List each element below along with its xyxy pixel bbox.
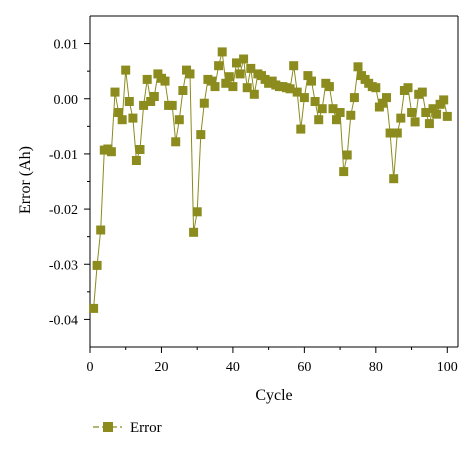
data-point: [349, 93, 359, 103]
data-point: [407, 108, 417, 117]
data-point: [332, 115, 341, 125]
data-point: [207, 76, 216, 86]
y-tick-label: 0.01: [54, 38, 79, 53]
data-point: [160, 76, 170, 86]
data-point: [196, 130, 206, 140]
data-point: [417, 87, 427, 97]
data-point: [378, 98, 388, 108]
data-point: [303, 71, 313, 81]
x-axis-label: Cycle: [255, 387, 292, 404]
x-tick-label: 80: [369, 360, 383, 375]
data-point: [389, 174, 399, 184]
data-point: [114, 108, 124, 117]
data-point: [210, 82, 220, 92]
data-point: [392, 128, 402, 138]
data-point: [224, 72, 234, 82]
data-point: [439, 95, 449, 105]
data-point: [442, 111, 452, 121]
x-tick-label: 20: [154, 360, 168, 375]
data-point: [178, 86, 188, 95]
data-point: [117, 115, 127, 125]
y-tick-label: -0.03: [49, 258, 78, 273]
x-tick-label: 60: [297, 360, 311, 375]
data-point: [217, 47, 227, 57]
data-point: [106, 147, 116, 157]
data-point: [171, 137, 181, 147]
legend: Error: [93, 420, 162, 436]
data-point: [167, 100, 177, 110]
data-point: [428, 104, 438, 114]
data-point: [135, 145, 145, 154]
data-point: [249, 89, 259, 99]
data-point: [335, 108, 345, 117]
data-point: [424, 119, 434, 129]
y-tick-label: -0.01: [49, 148, 78, 163]
data-point: [289, 61, 299, 71]
data-point: [128, 113, 138, 123]
data-point: [246, 63, 256, 73]
data-point: [371, 83, 381, 93]
data-point: [421, 108, 431, 117]
data-point: [232, 58, 241, 68]
data-point: [432, 109, 442, 119]
y-tick-label: -0.04: [49, 313, 78, 328]
data-point: [221, 78, 231, 88]
x-tick-label: 40: [226, 360, 240, 375]
data-point: [307, 76, 316, 86]
y-tick-label: -0.02: [49, 203, 78, 218]
data-point: [214, 61, 224, 71]
data-point: [149, 92, 159, 101]
data-point: [239, 54, 249, 64]
data-point: [285, 84, 295, 94]
data-point: [346, 110, 356, 120]
data-point: [242, 83, 252, 93]
data-point: [403, 83, 413, 93]
data-point: [192, 207, 202, 217]
data-point: [228, 82, 238, 92]
data-point: [296, 124, 306, 134]
data-point: [139, 100, 149, 110]
legend-marker: [103, 422, 113, 432]
x-tick-label: 0: [87, 360, 94, 375]
data-point: [385, 128, 395, 138]
y-tick-label: 0.00: [54, 93, 79, 108]
data-point: [235, 69, 245, 79]
data-point: [317, 104, 327, 114]
data-point: [189, 227, 199, 237]
data-point: [396, 113, 406, 123]
data-point: [342, 150, 352, 160]
data-point: [199, 98, 209, 108]
data-point: [339, 167, 349, 177]
series-error: [89, 47, 452, 313]
data-point: [185, 69, 195, 79]
data-point: [96, 225, 106, 235]
axes: 0 20 40 60 80 100 0.01 0.00 -0.01 -0.02 -0.03 -0.04: [49, 15, 459, 375]
data-point: [92, 260, 102, 270]
data-point: [131, 156, 141, 165]
data-point: [324, 82, 334, 92]
data-point: [328, 104, 338, 114]
data-point: [299, 93, 309, 103]
data-point: [121, 65, 131, 75]
data-point: [410, 117, 420, 127]
legend-label-error: Error: [130, 420, 162, 436]
y-axis-label: Error (Ah): [17, 146, 34, 214]
data-point: [310, 97, 320, 106]
data-point: [353, 62, 363, 72]
data-point: [142, 74, 152, 84]
x-tick-label: 100: [437, 360, 458, 375]
data-point: [292, 87, 302, 97]
data-point: [382, 93, 391, 103]
data-point: [110, 87, 120, 97]
data-point: [124, 97, 134, 106]
data-point: [146, 97, 156, 106]
data-point: [89, 303, 99, 313]
data-point: [174, 115, 184, 125]
data-point: [314, 115, 324, 125]
